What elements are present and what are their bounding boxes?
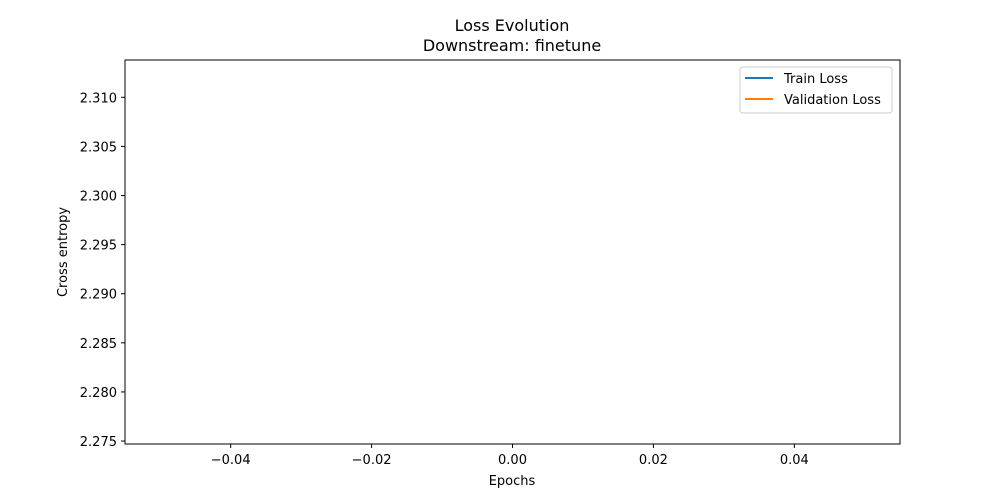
legend-frame — [739, 66, 893, 114]
plot-area — [124, 59, 901, 445]
y-tick-label: 2.285 — [80, 337, 117, 352]
x-tick-label: 0.00 — [498, 453, 527, 468]
x-axis-label: Epochs — [489, 474, 536, 489]
plot-frame — [124, 59, 901, 445]
y-tick-label: 2.280 — [80, 386, 117, 401]
x-tick-label: −0.04 — [211, 453, 251, 468]
y-axis-ticks: 2.275 2.280 2.285 2.290 2.295 2.300 2.305 2.310 — [80, 91, 125, 450]
x-tick-label: 0.04 — [780, 453, 809, 468]
legend-label-validation-loss: Validation Loss — [784, 93, 881, 108]
x-tick-label: 0.02 — [639, 453, 668, 468]
chart-title: Loss Evolution — [455, 16, 570, 35]
x-tick-label: −0.02 — [352, 453, 392, 468]
y-tick-label: 2.310 — [80, 91, 117, 106]
y-tick-label: 2.305 — [80, 140, 117, 155]
y-tick-label: 2.295 — [80, 239, 117, 254]
chart-subtitle: Downstream: finetune — [423, 36, 601, 55]
y-axis-label: Cross entropy — [56, 207, 71, 297]
x-axis-ticks: −0.04 −0.02 0.00 0.02 0.04 — [211, 444, 809, 468]
y-tick-label: 2.300 — [80, 190, 117, 205]
legend: Train Loss Validation Loss — [739, 66, 893, 114]
y-tick-label: 2.290 — [80, 288, 117, 303]
y-tick-label: 2.275 — [80, 435, 117, 450]
legend-label-train-loss: Train Loss — [783, 72, 848, 87]
